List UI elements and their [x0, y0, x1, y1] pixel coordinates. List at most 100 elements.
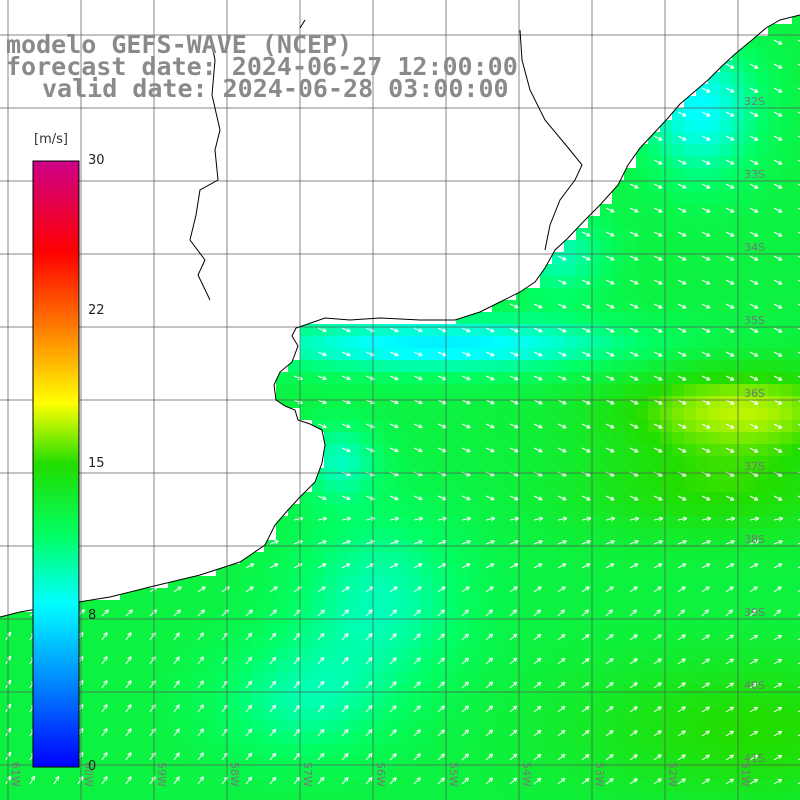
wind-cell — [696, 636, 708, 648]
wind-cell — [588, 264, 600, 276]
wind-arrow — [173, 776, 180, 785]
wind-cell — [420, 672, 432, 684]
wind-cell — [756, 780, 768, 792]
wind-cell — [648, 696, 660, 708]
wind-cell — [672, 528, 684, 540]
wind-arrow — [773, 706, 783, 713]
wind-cell — [156, 744, 168, 756]
wind-cell — [756, 516, 768, 528]
wind-arrow — [677, 778, 686, 785]
wind-cell — [420, 612, 432, 624]
wind-cell — [168, 684, 180, 696]
wind-arrow — [533, 399, 543, 405]
wind-cell — [444, 396, 456, 408]
wind-cell — [324, 396, 336, 408]
wind-cell — [420, 576, 432, 588]
wind-cell — [480, 552, 492, 564]
wind-arrow — [605, 706, 614, 713]
wind-cell — [660, 480, 672, 492]
wind-cell — [744, 48, 756, 60]
wind-arrow — [725, 375, 735, 381]
wind-arrow — [605, 495, 615, 501]
wind-cell — [768, 180, 780, 192]
wind-cell — [468, 396, 480, 408]
wind-cell — [456, 732, 468, 744]
wind-cell — [636, 528, 648, 540]
wind-arrow — [773, 682, 783, 689]
wind-cell — [600, 552, 612, 564]
wind-arrow — [581, 753, 590, 761]
wind-cell — [612, 192, 624, 204]
wind-cell — [216, 756, 228, 768]
wind-cell — [744, 336, 756, 348]
wind-cell — [744, 492, 756, 504]
wind-arrow — [413, 327, 423, 333]
wind-cell — [468, 456, 480, 468]
wind-arrow — [509, 495, 519, 501]
wind-cell — [636, 156, 648, 168]
wind-cell — [336, 696, 348, 708]
wind-cell — [696, 444, 708, 456]
wind-arrow — [701, 303, 711, 309]
wind-cell — [288, 792, 300, 800]
wind-cell — [684, 624, 696, 636]
wind-cell — [504, 636, 516, 648]
wind-cell — [204, 780, 216, 792]
wind-arrow — [725, 255, 735, 261]
wind-cell — [708, 612, 720, 624]
wind-cell — [420, 384, 432, 396]
wind-cell — [288, 780, 300, 792]
wind-cell — [600, 300, 612, 312]
wind-arrow — [701, 231, 711, 237]
wind-cell — [444, 648, 456, 660]
wind-cell — [492, 600, 504, 612]
wind-cell — [396, 372, 408, 384]
wind-cell — [756, 168, 768, 180]
wind-cell — [624, 228, 636, 240]
wind-cell — [744, 504, 756, 516]
wind-arrow — [629, 634, 638, 641]
wind-cell — [192, 600, 204, 612]
wind-cell — [408, 372, 420, 384]
wind-cell — [60, 768, 72, 780]
wind-arrow — [461, 399, 471, 405]
wind-cell — [624, 732, 636, 744]
wind-cell — [480, 744, 492, 756]
wind-cell — [552, 768, 564, 780]
wind-cell — [684, 132, 696, 144]
wind-cell — [720, 708, 732, 720]
lat-label: 39S — [744, 606, 765, 619]
wind-cell — [336, 564, 348, 576]
wind-cell — [648, 192, 660, 204]
wind-arrow — [725, 730, 734, 737]
wind-arrow — [437, 657, 445, 665]
wind-arrow — [773, 231, 783, 237]
wind-cell — [480, 360, 492, 372]
wind-arrow — [557, 539, 567, 545]
wind-cell — [552, 372, 564, 384]
wind-cell — [708, 456, 720, 468]
wind-cell — [672, 216, 684, 228]
wind-cell — [684, 456, 696, 468]
wind-cell — [552, 264, 564, 276]
wind-arrow — [485, 753, 494, 761]
wind-cell — [792, 60, 800, 72]
wind-arrow — [701, 495, 711, 501]
wind-cell — [408, 408, 420, 420]
wind-cell — [540, 336, 552, 348]
wind-cell — [588, 576, 600, 588]
wind-cell — [276, 792, 288, 800]
wind-cell — [780, 768, 792, 780]
wind-cell — [792, 432, 800, 444]
wind-arrow — [773, 111, 783, 117]
wind-cell — [480, 708, 492, 720]
wind-cell — [672, 396, 684, 408]
wind-arrow — [557, 657, 566, 665]
wind-cell — [132, 708, 144, 720]
wind-cell — [312, 360, 324, 372]
wind-cell — [240, 768, 252, 780]
wind-cell — [576, 720, 588, 732]
wind-cell — [552, 624, 564, 636]
wind-cell — [384, 768, 396, 780]
